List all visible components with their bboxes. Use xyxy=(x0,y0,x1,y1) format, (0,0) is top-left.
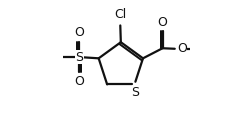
Text: Cl: Cl xyxy=(114,8,126,21)
Text: S: S xyxy=(75,51,83,64)
Text: S: S xyxy=(131,86,139,99)
Text: O: O xyxy=(74,26,84,39)
Text: O: O xyxy=(74,75,84,88)
Text: O: O xyxy=(177,42,186,55)
Text: O: O xyxy=(157,16,167,29)
